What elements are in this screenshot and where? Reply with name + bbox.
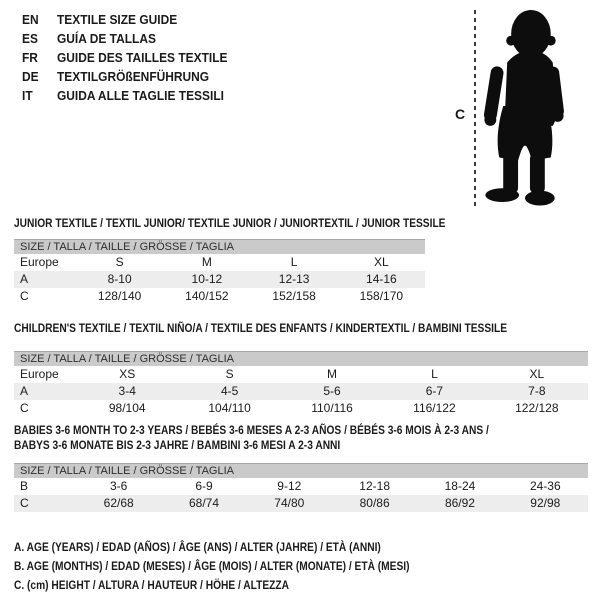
- size-cell: XS: [119, 367, 136, 381]
- language-row-en: EN TEXTILE SIZE GUIDE: [22, 10, 228, 29]
- size-cell: 3-4: [118, 384, 136, 398]
- size-cell: 6-9: [195, 479, 213, 493]
- size-cell: 3-6: [109, 479, 128, 493]
- language-label: TEXTILE SIZE GUIDE: [56, 12, 178, 27]
- size-cell: 122/128: [515, 401, 559, 415]
- row-label: A: [20, 272, 29, 286]
- language-label: GUIDE DES TAILLES TEXTILE: [56, 50, 228, 65]
- language-label: GUÍA DE TALLAS: [56, 31, 156, 46]
- size-cell: 12-18: [359, 479, 390, 493]
- table-row: B 3-6 6-9 9-12 12-18 18-24 24-36: [14, 478, 588, 495]
- size-cell: 116/122: [413, 401, 456, 415]
- language-code: DE: [22, 69, 39, 84]
- table-row: C 62/68 68/74 74/80 80/86 86/92 92/98: [14, 495, 588, 512]
- size-cell: 7-8: [528, 384, 546, 398]
- row-label: B: [20, 479, 29, 493]
- babies-size-table: SIZE / TALLA / TAILLE / GRÖSSE / TAGLIA …: [14, 463, 588, 512]
- language-code: FR: [22, 50, 38, 65]
- size-cell: 80/86: [359, 496, 390, 510]
- row-label: A: [20, 384, 29, 398]
- row-label: Europe: [20, 255, 59, 269]
- childrens-table-title: CHILDREN'S TEXTILE / TEXTIL NIÑO/A / TEX…: [14, 321, 508, 335]
- size-cell: 4-5: [220, 384, 239, 398]
- size-cell: L: [290, 255, 298, 269]
- size-cell: 12-13: [278, 272, 310, 286]
- size-header-band: SIZE / TALLA / TAILLE / GRÖSSE / TAGLIA: [14, 463, 588, 478]
- language-row-it: IT GUIDA ALLE TAGLIE TESSILI: [22, 86, 228, 105]
- size-cell: 86/92: [444, 496, 475, 510]
- language-code: IT: [22, 88, 33, 103]
- size-cell: M: [201, 255, 212, 269]
- size-cell: 8-10: [107, 272, 132, 286]
- row-label: C: [20, 496, 29, 510]
- size-header-band: SIZE / TALLA / TAILLE / GRÖSSE / TAGLIA: [14, 351, 588, 366]
- size-cell: 5-6: [323, 384, 341, 398]
- row-label: C: [20, 401, 29, 415]
- size-cell: S: [115, 255, 124, 269]
- table-row: Europe S M L XL: [14, 254, 425, 271]
- language-code: ES: [22, 31, 38, 46]
- size-cell: XL: [529, 367, 545, 381]
- table-row: A 8-10 10-12 12-13 14-16: [14, 271, 425, 288]
- table-rows: Europe S M L XL A 8-10 10-12 12-13 14-16 C 128/140 1…: [14, 254, 425, 305]
- babies-table-title-line1: BABIES 3-6 MONTH TO 2-3 YEARS / BEBÉS 3-…: [14, 423, 489, 437]
- table-row: A 3-4 4-5 5-6 6-7 7-8: [14, 383, 588, 400]
- language-list: EN TEXTILE SIZE GUIDE ES GUÍA DE TALLAS FR…: [22, 10, 245, 105]
- table-rows: B 3-6 6-9 9-12 12-18 18-24 24-36 C 62/68 68/74 74/…: [14, 478, 588, 512]
- table-row: C 128/140 140/152 152/158 158/170: [14, 288, 425, 305]
- size-cell: 98/104: [108, 401, 146, 415]
- size-cell: 9-12: [277, 479, 302, 493]
- size-cell: 68/74: [188, 496, 219, 510]
- height-measure-line: [474, 10, 476, 206]
- size-cell: 140/152: [185, 289, 229, 303]
- language-label: TEXTILGRÖßENFÜHRUNG: [56, 69, 210, 84]
- language-row-de: DE TEXTILGRÖßENFÜHRUNG: [22, 67, 228, 86]
- footnotes: A. AGE (YEARS) / EDAD (AÑOS) / ÂGE (ANS)…: [14, 538, 479, 595]
- size-cell: 24-36: [529, 479, 561, 493]
- size-cell: 152/158: [272, 289, 316, 303]
- baby-silhouette: [483, 9, 564, 206]
- size-cell: 92/98: [530, 496, 561, 510]
- row-label: Europe: [20, 367, 59, 381]
- size-cell: XL: [374, 255, 389, 269]
- size-cell: 158/170: [359, 289, 404, 303]
- size-cell: L: [431, 367, 438, 381]
- junior-size-table: SIZE / TALLA / TAILLE / GRÖSSE / TAGLIA …: [14, 239, 425, 305]
- size-cell: 110/116: [311, 401, 353, 415]
- row-label: C: [20, 289, 29, 303]
- table-row: Europe XS S M L XL: [14, 366, 588, 383]
- table-row: C 98/104 104/110 110/116 116/122 122/128: [14, 400, 588, 417]
- footnote-c: C. (cm) HEIGHT / ALTURA / HAUTEUR / HÖHE…: [14, 578, 290, 592]
- language-row-es: ES GUÍA DE TALLAS: [22, 29, 228, 48]
- size-cell: S: [225, 367, 234, 381]
- size-cell: M: [327, 367, 338, 381]
- babies-table-title-line2: BABYS 3-6 MONATE BIS 2-3 JAHRE / BAMBINI…: [14, 438, 341, 452]
- language-label: GUIDA ALLE TAGLIE TESSILI: [56, 88, 224, 103]
- childrens-size-table: SIZE / TALLA / TAILLE / GRÖSSE / TAGLIA …: [14, 351, 588, 417]
- language-code: EN: [22, 12, 39, 27]
- size-header-band: SIZE / TALLA / TAILLE / GRÖSSE / TAGLIA: [14, 239, 425, 254]
- table-rows: Europe XS S M L XL A 3-4 4-5 5-6 6-7 7-8 C 98/104 104/…: [14, 366, 588, 417]
- footnote-b: B. AGE (MONTHS) / EDAD (MESES) / ÂGE (MO…: [14, 559, 410, 573]
- size-cell: 10-12: [191, 272, 223, 286]
- footnote-a: A. AGE (YEARS) / EDAD (AÑOS) / ÂGE (ANS)…: [14, 540, 381, 554]
- size-cell: 14-16: [366, 272, 397, 286]
- language-row-fr: FR GUIDE DES TAILLES TEXTILE: [22, 48, 228, 67]
- junior-table-title: JUNIOR TEXTILE / TEXTIL JUNIOR/ TEXTILE …: [14, 216, 446, 230]
- size-cell: 128/140: [97, 289, 142, 303]
- size-cell: 104/110: [208, 401, 251, 415]
- size-cell: 62/68: [103, 496, 134, 510]
- size-cell: 74/80: [274, 496, 305, 510]
- size-cell: 6-7: [425, 384, 444, 398]
- size-cell: 18-24: [444, 479, 476, 493]
- height-measure-label: C: [455, 106, 466, 122]
- babies-table-title: BABIES 3-6 MONTH TO 2-3 YEARS / BEBÉS 3-…: [14, 423, 489, 453]
